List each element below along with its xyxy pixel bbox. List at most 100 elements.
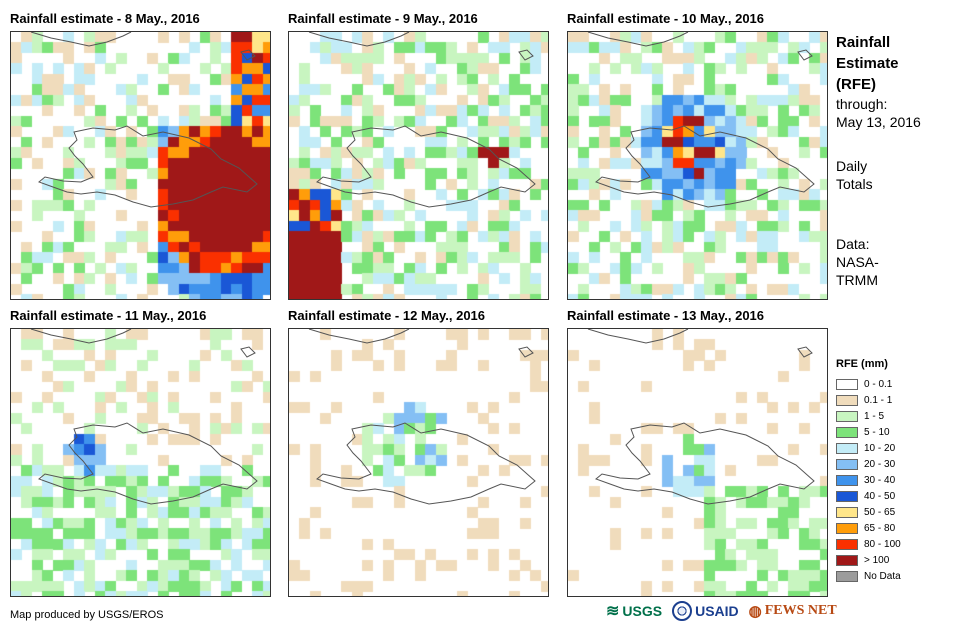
map-panel-may-10 xyxy=(567,31,828,300)
cuba-outline xyxy=(587,329,689,344)
legend-swatch xyxy=(836,394,858,406)
rainfall-grid xyxy=(11,32,270,299)
panel-title-1: Rainfall estimate - 8 May., 2016 xyxy=(10,11,200,26)
coastline-outline xyxy=(587,32,815,208)
legend-swatch xyxy=(836,410,858,422)
legend-label: 40 - 50 xyxy=(864,490,896,502)
rainfall-grid xyxy=(289,32,548,299)
legend-item: > 100 xyxy=(836,552,901,568)
map-credit: Map produced by USGS/EROS xyxy=(10,609,164,621)
legend-label: 65 - 80 xyxy=(864,522,896,534)
legend-item: 0 - 0.1 xyxy=(836,376,901,392)
usaid-seal-icon xyxy=(672,601,693,621)
rfe-legend: RFE (mm) 0 - 0.1 0.1 - 1 1 - 5 5 - 10 10 - 2… xyxy=(836,358,901,584)
coastline-outline xyxy=(30,32,258,208)
legend-item: 0.1 - 1 xyxy=(836,392,901,408)
totals-line-2: Totals xyxy=(836,176,873,192)
heading-line-2: Estimate xyxy=(836,55,899,72)
legend-label: 1 - 5 xyxy=(864,410,885,422)
cuba-outline xyxy=(308,329,410,344)
panel-title-4: Rainfall estimate - 11 May., 2016 xyxy=(10,308,207,323)
panel-title-3: Rainfall estimate - 10 May., 2016 xyxy=(567,11,765,26)
legend-swatch xyxy=(836,522,858,534)
coastline-outline xyxy=(587,329,815,505)
legend-swatch xyxy=(836,538,858,550)
legend-item: 5 - 10 xyxy=(836,424,901,440)
legend-item: 30 - 40 xyxy=(836,472,901,488)
legend-swatch xyxy=(836,442,858,454)
hispaniola-outline xyxy=(316,422,536,505)
cuba-outline xyxy=(308,32,410,47)
legend-label: 30 - 40 xyxy=(864,474,896,486)
usgs-wave-icon: ≋ xyxy=(606,603,620,620)
legend-label: 50 - 65 xyxy=(864,506,896,518)
hispaniola-outline xyxy=(316,125,536,208)
map-panel-may-13 xyxy=(567,328,828,597)
coastline-outline xyxy=(308,329,536,505)
logo-strip: ≋ USGS USAID ◍ FEWS NET xyxy=(606,601,837,621)
cuba-outline xyxy=(587,32,689,47)
usaid-logo: USAID xyxy=(672,601,739,621)
legend-swatch xyxy=(836,490,858,502)
map-panel-may-9 xyxy=(288,31,549,300)
legend-swatch xyxy=(836,474,858,486)
legend-item: No Data xyxy=(836,568,901,584)
rainfall-grid xyxy=(11,329,270,596)
legend-swatch xyxy=(836,378,858,390)
data-line-2: NASA- xyxy=(836,254,879,270)
hispaniola-outline xyxy=(38,422,258,505)
map-panel-may-8 xyxy=(10,31,271,300)
legend-label: 0.1 - 1 xyxy=(864,394,893,406)
bahamas-outline xyxy=(240,49,256,61)
panel-title-6: Rainfall estimate - 13 May., 2016 xyxy=(567,308,765,323)
cuba-outline xyxy=(30,329,132,344)
legend-swatch xyxy=(836,554,858,566)
map-panel-may-12 xyxy=(288,328,549,597)
usgs-logo: ≋ USGS xyxy=(606,603,663,620)
hispaniola-outline xyxy=(595,422,815,505)
fewsnet-globe-icon: ◍ xyxy=(748,603,762,620)
panel-title-2: Rainfall estimate - 9 May., 2016 xyxy=(288,11,478,26)
bahamas-outline xyxy=(518,49,534,61)
map-info-sidebar: Rainfall Estimate (RFE) through: May 13,… xyxy=(836,32,966,289)
legend-item: 20 - 30 xyxy=(836,456,901,472)
legend-item: 65 - 80 xyxy=(836,520,901,536)
rainfall-grid xyxy=(568,32,827,299)
coastline-outline xyxy=(30,329,258,505)
legend-item: 10 - 20 xyxy=(836,440,901,456)
legend-label: 0 - 0.1 xyxy=(864,378,893,390)
legend-title: RFE (mm) xyxy=(836,358,888,370)
fewsnet-logo: ◍ FEWS NET xyxy=(748,603,837,620)
legend-swatch xyxy=(836,506,858,518)
legend-item: 1 - 5 xyxy=(836,408,901,424)
rainfall-grid xyxy=(289,329,548,596)
hispaniola-outline xyxy=(38,125,258,208)
bahamas-outline xyxy=(797,49,813,61)
through-label: through: xyxy=(836,96,888,112)
bahamas-outline xyxy=(797,346,813,358)
legend-label: 80 - 100 xyxy=(864,538,901,550)
hispaniola-outline xyxy=(595,125,815,208)
cuba-outline xyxy=(30,32,132,47)
legend-label: 5 - 10 xyxy=(864,426,890,438)
bahamas-outline xyxy=(240,346,256,358)
legend-swatch xyxy=(836,570,858,582)
data-line-3: TRMM xyxy=(836,272,878,288)
panel-title-5: Rainfall estimate - 12 May., 2016 xyxy=(288,308,486,323)
map-panel-may-11 xyxy=(10,328,271,597)
legend-swatch xyxy=(836,458,858,470)
legend-item: 40 - 50 xyxy=(836,488,901,504)
totals-line-1: Daily xyxy=(836,158,868,174)
legend-item: 50 - 65 xyxy=(836,504,901,520)
legend-label: 10 - 20 xyxy=(864,442,896,454)
legend-item: 80 - 100 xyxy=(836,536,901,552)
rainfall-grid xyxy=(568,329,827,596)
coastline-outline xyxy=(308,32,536,208)
legend-label: > 100 xyxy=(864,554,890,566)
data-line-1: Data: xyxy=(836,236,870,252)
legend-label: 20 - 30 xyxy=(864,458,896,470)
legend-label: No Data xyxy=(864,570,901,582)
heading-line-3: (RFE) xyxy=(836,76,876,93)
through-date: May 13, 2016 xyxy=(836,114,921,130)
legend-swatch xyxy=(836,426,858,438)
